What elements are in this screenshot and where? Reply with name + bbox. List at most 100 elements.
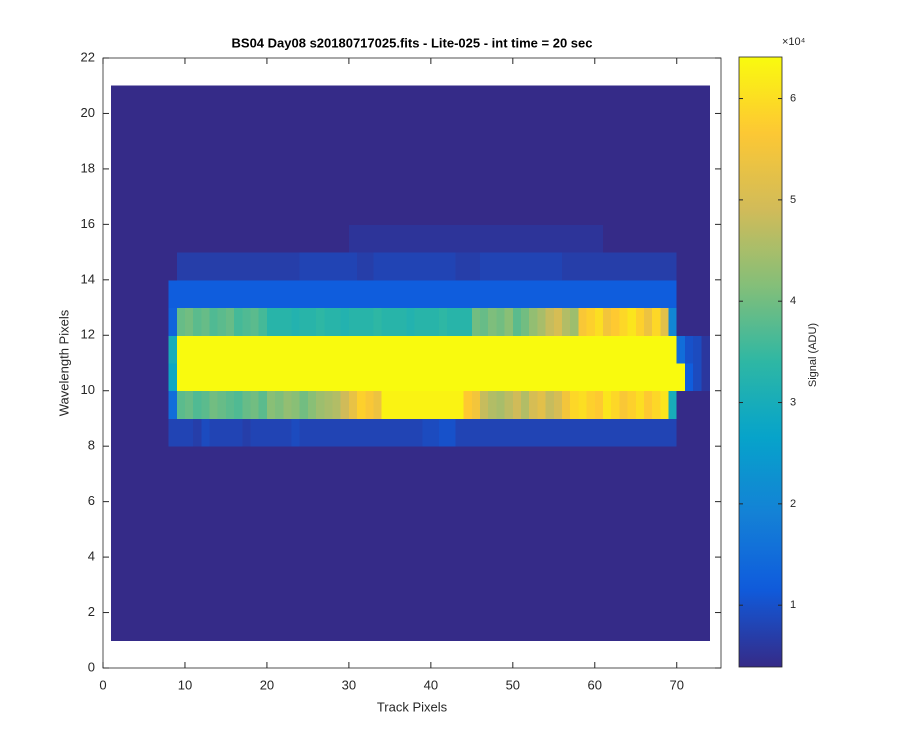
heatmap-cell [389,335,399,364]
heatmap-cell [283,224,293,253]
heatmap-cell [127,363,137,392]
heatmap-cell [594,196,604,225]
heatmap-cell [209,113,219,142]
heatmap-cell [619,557,629,586]
heatmap-cell [578,279,588,309]
heatmap-cell [152,141,161,170]
heatmap-cell [480,473,489,503]
heatmap-cell [250,501,260,530]
heatmap-cell [611,418,620,447]
heatmap-cell [676,224,686,253]
heatmap-cell [561,557,571,586]
heatmap-cell [389,446,399,475]
heatmap-cell [570,141,579,170]
heatmap-cell [299,168,309,198]
heatmap-cell [701,612,711,641]
y-tick-label: 14 [81,271,95,286]
heatmap-cell [430,224,440,253]
heatmap-cell [225,501,235,530]
heatmap-cell [496,584,506,614]
heatmap-cell [676,168,686,198]
heatmap-cell [406,252,415,281]
heatmap-cell [225,113,235,142]
heatmap-cell [291,501,301,530]
heatmap-cell [250,418,260,447]
heatmap-cell [135,141,145,170]
heatmap-cell [291,307,301,336]
heatmap-cell [340,113,350,142]
heatmap-cell [168,279,178,309]
heatmap-cell [307,335,317,364]
heatmap-cell [283,501,293,530]
heatmap-cell [201,307,211,336]
heatmap-cell [135,335,145,364]
heatmap-cell [250,473,260,503]
heatmap-cell [291,529,301,558]
heatmap-cell [578,584,588,614]
heatmap-cell [168,85,178,114]
heatmap-cell [135,501,145,530]
heatmap-cell [127,612,137,641]
heatmap-cell [529,196,538,225]
heatmap-cell [250,612,260,641]
heatmap-cell [373,612,383,641]
heatmap-cell [234,529,243,558]
heatmap-cell [266,196,276,225]
heatmap-cell [193,529,202,558]
heatmap-cell [480,85,489,114]
heatmap-cell [373,446,383,475]
heatmap-cell [332,85,342,114]
heatmap-cell [693,307,702,336]
heatmap-cell [135,418,145,447]
heatmap-cell [586,390,596,419]
heatmap-cell [381,557,391,586]
heatmap-cell [365,390,374,419]
heatmap-cell [184,584,194,614]
heatmap-cell [184,390,194,419]
heatmap-cell [693,418,702,447]
heatmap-cell [119,363,129,392]
heatmap-cell [668,279,678,309]
heatmap-cell [316,501,325,530]
heatmap-cell [643,584,653,614]
heatmap-cell [168,307,178,336]
heatmap-cell [521,363,530,392]
heatmap-cell [586,612,596,641]
heatmap-cell [668,196,678,225]
heatmap-cell [143,418,153,447]
heatmap-cell [684,363,694,392]
heatmap-cell [627,252,637,281]
heatmap-cell [307,85,317,114]
heatmap-cell [258,279,268,309]
heatmap-cell [652,363,661,392]
heatmap-cell [324,501,333,530]
heatmap-cell [504,390,514,419]
heatmap-cell [586,529,596,558]
heatmap-cell [307,612,317,641]
heatmap-cell [234,279,243,309]
heatmap-cell [225,473,235,503]
heatmap-cell [324,307,333,336]
heatmap-cell [365,363,374,392]
heatmap-cell [414,529,424,558]
heatmap-cell [422,196,432,225]
heatmap-cell [439,418,448,447]
heatmap-cell [529,584,538,614]
heatmap-cell [340,612,350,641]
heatmap-cell [340,390,350,419]
heatmap-cell [627,363,637,392]
heatmap-cell [201,390,211,419]
heatmap-cell [193,446,202,475]
heatmap-cell [365,113,374,142]
heatmap-cell [480,279,489,309]
heatmap-cell [430,557,440,586]
heatmap-cell [201,363,211,392]
heatmap-cell [693,473,702,503]
heatmap-cell [439,168,448,198]
heatmap-cell [357,168,366,198]
heatmap-cell [250,224,260,253]
heatmap-cell [299,279,309,309]
heatmap-cell [217,418,227,447]
heatmap-cell [455,85,465,114]
heatmap-cell [348,473,358,503]
